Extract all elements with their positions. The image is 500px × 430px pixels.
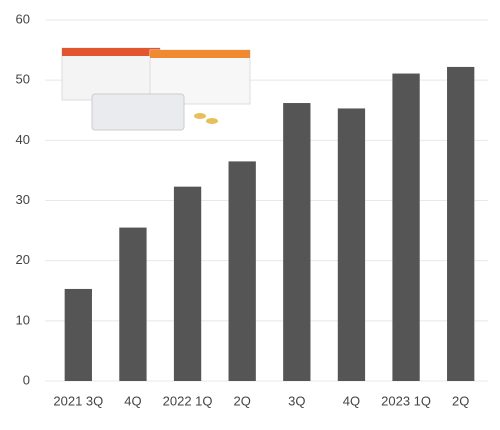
y-tick-label: 0	[23, 372, 30, 387]
bar	[283, 103, 311, 381]
x-tick-label: 4Q	[343, 393, 360, 408]
y-tick-label: 60	[16, 11, 30, 26]
bar	[119, 227, 147, 381]
y-tick-label: 20	[16, 252, 30, 267]
product-box-band	[62, 48, 160, 56]
y-tick-label: 40	[16, 132, 30, 147]
y-tick-label: 10	[16, 312, 30, 327]
bar	[392, 73, 420, 381]
blister-pack	[91, 93, 185, 131]
x-tick-label: 3Q	[288, 393, 305, 408]
x-tick-label: 4Q	[124, 393, 141, 408]
bar	[173, 186, 202, 381]
bar	[228, 161, 256, 381]
product-box-band	[150, 50, 250, 58]
x-tick-label: 2Q	[452, 393, 469, 408]
bar	[447, 66, 475, 382]
y-tick-label: 30	[16, 192, 30, 207]
x-tick-label: 2023 1Q	[381, 393, 431, 408]
bar	[64, 288, 92, 381]
y-tick-label: 50	[16, 72, 30, 87]
pill	[194, 113, 206, 119]
x-tick-label: 2021 3Q	[53, 393, 103, 408]
pill	[206, 118, 218, 124]
x-tick-label: 2Q	[234, 393, 251, 408]
x-tick-label: 2022 1Q	[163, 393, 213, 408]
bar	[337, 108, 366, 381]
product-image	[61, 47, 251, 131]
